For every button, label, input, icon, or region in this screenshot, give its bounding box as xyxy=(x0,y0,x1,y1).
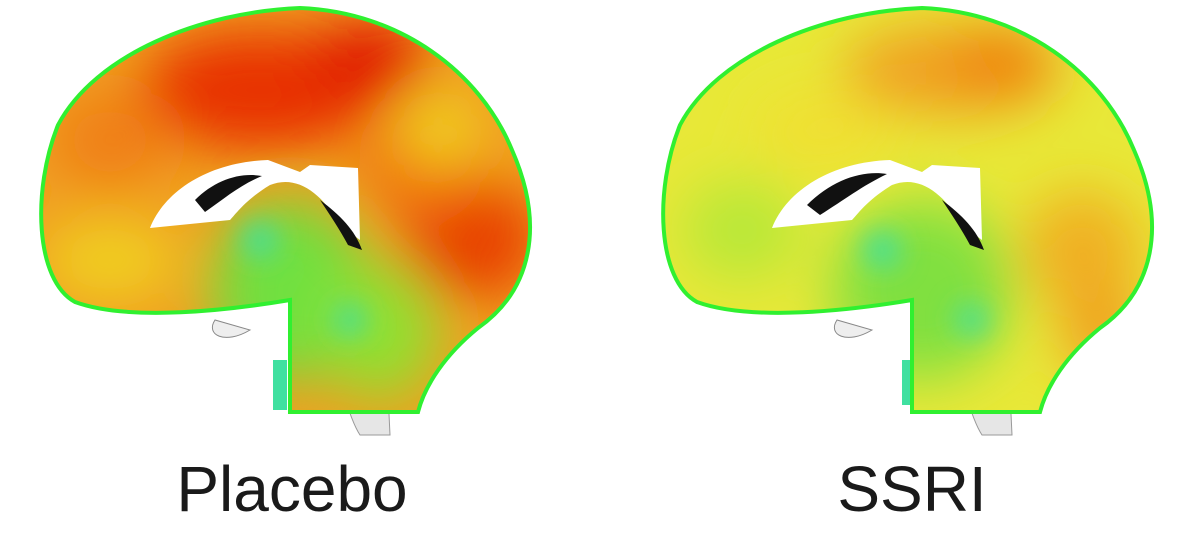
ssri-label: SSRI xyxy=(837,453,987,525)
ssri-brain-scan xyxy=(661,6,1154,436)
placebo-label: Placebo xyxy=(176,453,408,525)
placebo-brain-scan xyxy=(39,6,532,436)
